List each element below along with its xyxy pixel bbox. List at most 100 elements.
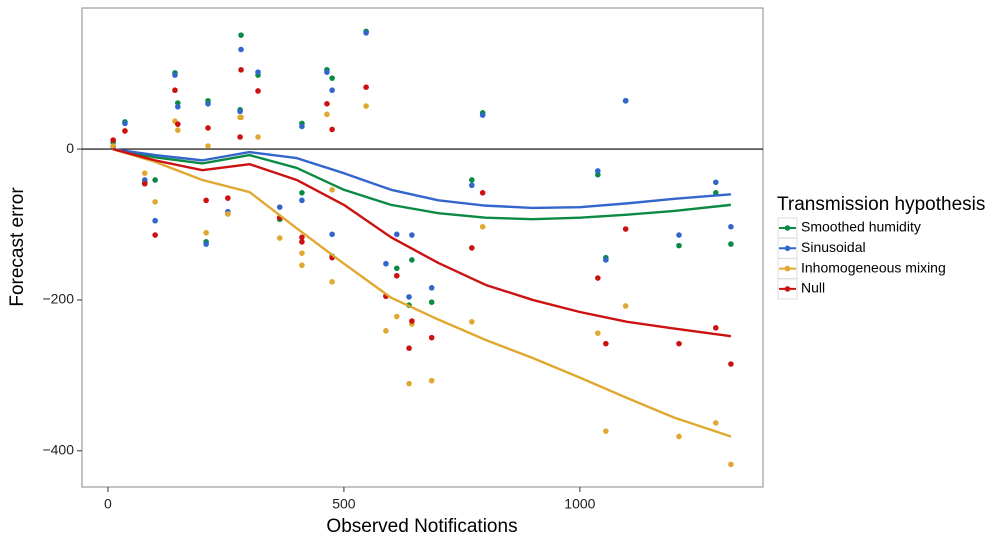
data-point [255,69,261,75]
data-point [479,223,486,230]
smooth-line [112,147,732,221]
data-point [237,134,243,140]
legend-dot [784,245,791,252]
data-point [713,420,719,426]
data-point [299,234,305,241]
data-point [299,239,305,245]
data-point [172,87,178,94]
legend-label: Smoothed humidity [801,219,921,235]
data-point [363,103,369,109]
data-point [175,127,181,134]
data-point [329,186,335,193]
data-point [175,104,181,110]
x-tick-label: 1000 [564,496,595,512]
data-point [205,125,211,131]
data-point [603,428,609,434]
y-tick-label: 0 [66,140,74,156]
data-point [603,340,609,347]
data-point [713,179,719,186]
data-point [238,32,244,38]
data-point [122,128,128,134]
data-point [406,380,412,387]
data-point [428,285,435,291]
data-point [479,190,486,196]
data-point [205,101,211,107]
data-point [141,180,148,187]
legend-label: Inhomogeneous mixing [801,259,946,275]
data-point [172,72,178,78]
data-point [299,197,305,204]
legend-label: Null [801,280,825,296]
smooth-line [112,147,732,210]
y-axis-title: Forecast error [7,187,28,307]
data-point [728,223,734,230]
y-tick-label: −400 [42,441,74,457]
data-point [152,177,158,183]
data-point [203,241,209,247]
data-point [299,262,305,269]
data-point [276,204,283,210]
data-point [393,265,400,272]
data-point [141,170,148,176]
legend-dot [784,225,791,231]
smooth-line [112,147,732,338]
data-point [595,330,601,336]
data-point [238,67,244,73]
data-point [393,313,400,320]
data-point [238,46,244,53]
data-point [393,231,400,238]
data-point [329,231,335,238]
data-point [622,226,629,232]
data-point [409,232,415,238]
data-point [122,120,128,127]
data-point [676,340,682,347]
data-point [595,275,601,281]
data-point [728,241,734,247]
data-point [676,232,682,238]
data-point [469,177,475,183]
data-point [152,199,158,205]
data-point [299,123,305,130]
data-point [205,143,211,149]
legend-dot [784,286,791,292]
x-tick-label: 500 [332,496,356,512]
data-point [428,377,435,384]
data-point [324,111,330,118]
data-point [713,325,719,331]
data-point [676,242,682,249]
legend-label: Sinusoidal [801,239,866,255]
legend-dot [784,265,791,272]
legend-title: Transmission hypothesis [777,194,985,215]
data-point [237,108,243,115]
data-point [603,257,609,263]
data-point [409,257,415,263]
data-point [383,260,389,267]
data-point [329,126,335,133]
data-point [469,182,475,189]
x-tick-label: 0 [104,496,112,512]
data-point [203,197,209,204]
data-point [324,69,330,75]
data-point [152,217,158,224]
x-axis-title: Observed Notifications [326,516,517,537]
data-point [363,30,369,36]
data-point [175,121,181,127]
data-point [728,461,734,468]
data-point [225,211,231,217]
data-point [110,143,116,149]
data-point [329,87,335,94]
data-point [383,328,389,334]
data-point [428,299,435,305]
data-point [255,134,261,140]
data-point [469,245,475,251]
data-point [622,303,629,309]
data-point [329,75,335,81]
data-point [363,84,369,91]
data-point [406,345,412,352]
data-point [329,279,335,285]
data-point [324,101,330,107]
data-point [238,114,244,121]
smooth-line [112,147,732,438]
data-point [406,294,412,300]
